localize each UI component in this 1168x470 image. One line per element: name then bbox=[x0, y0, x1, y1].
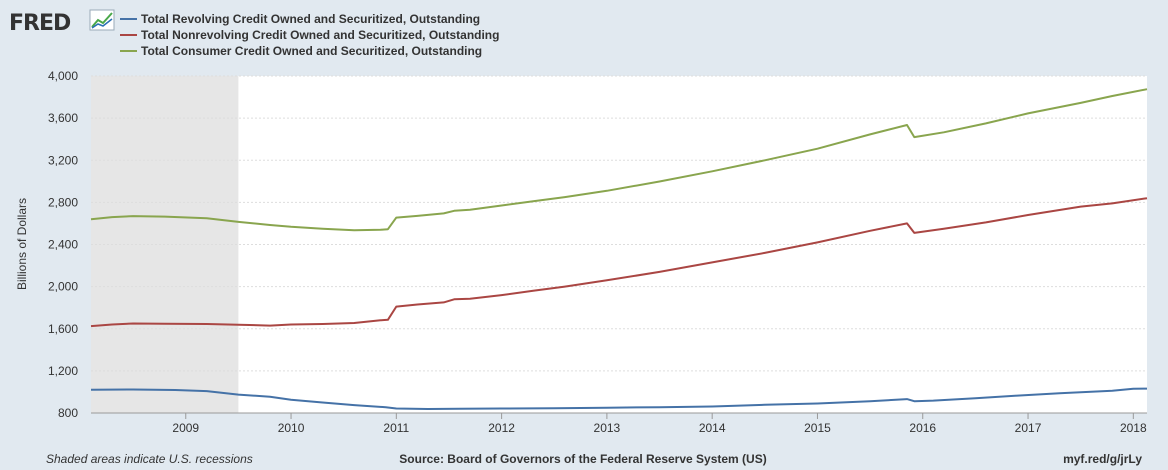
gridlines bbox=[91, 75, 1147, 414]
x-tick-label: 2012 bbox=[488, 421, 515, 435]
trend-line-icon bbox=[89, 9, 115, 31]
y-tick-label: 2,800 bbox=[48, 195, 78, 209]
fred-logo[interactable]: FRED bbox=[9, 9, 115, 36]
y-tick-label: 3,200 bbox=[48, 153, 78, 167]
x-tick-label: 2016 bbox=[909, 421, 936, 435]
series-lines bbox=[90, 88, 1148, 410]
x-axis-tick-labels: 2009 2010 2011 2012 2013 2014 2015 2016 2017 2018 bbox=[172, 413, 1147, 435]
y-tick-label: 4,000 bbox=[48, 69, 78, 83]
x-tick-label: 2011 bbox=[383, 421, 409, 435]
x-tick-label: 2009 bbox=[172, 421, 199, 435]
y-tick-label: 1,200 bbox=[48, 364, 78, 378]
x-tick-label: 2014 bbox=[699, 421, 726, 435]
legend-label-consumer: Total Consumer Credit Owned and Securiti… bbox=[141, 44, 482, 58]
y-axis-tick-labels: 800 1,200 1,600 2,000 2,400 2,800 3,200 3,600 4,… bbox=[48, 69, 78, 420]
legend-label-revolving: Total Revolving Credit Owned and Securit… bbox=[141, 12, 480, 26]
y-tick-label: 2,400 bbox=[48, 238, 78, 252]
logo-text: FRED bbox=[9, 11, 71, 36]
source-note: Source: Board of Governors of the Federa… bbox=[399, 452, 766, 466]
x-tick-label: 2010 bbox=[278, 421, 305, 435]
x-tick-label: 2013 bbox=[594, 421, 621, 435]
x-tick-label: 2017 bbox=[1015, 421, 1042, 435]
legend: Total Revolving Credit Owned and Securit… bbox=[120, 12, 499, 58]
x-tick-label: 2015 bbox=[804, 421, 831, 435]
series-line-revolving bbox=[90, 387, 1148, 410]
x-tick-label: 2018 bbox=[1120, 421, 1147, 435]
y-axis-label: Billions of Dollars bbox=[15, 198, 29, 290]
short-url-link[interactable]: myf.red/g/jrLy bbox=[1063, 452, 1142, 466]
y-tick-label: 3,600 bbox=[48, 111, 78, 125]
y-tick-label: 1,600 bbox=[48, 322, 78, 336]
y-tick-label: 2,000 bbox=[48, 280, 78, 294]
y-tick-label: 800 bbox=[58, 406, 78, 420]
series-line-consumer bbox=[90, 88, 1148, 232]
legend-label-nonrevolving: Total Nonrevolving Credit Owned and Secu… bbox=[141, 28, 499, 42]
recession-note: Shaded areas indicate U.S. recessions bbox=[46, 452, 253, 466]
series-line-nonrevolving bbox=[90, 197, 1148, 328]
